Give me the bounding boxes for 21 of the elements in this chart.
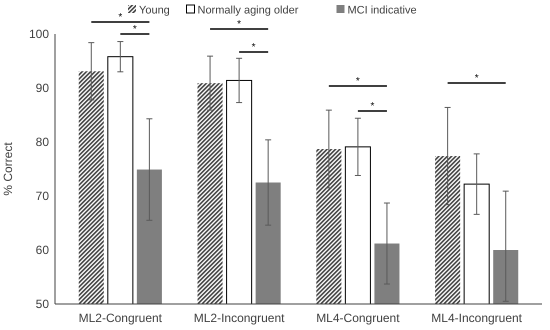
y-tick-label: 70 <box>36 189 50 203</box>
legend-label: MCI indicative <box>348 4 417 16</box>
y-tick-label: 80 <box>36 135 50 149</box>
x-tick-label: ML2-Incongruent <box>194 311 286 325</box>
annotation: * <box>132 24 137 35</box>
y-axis-title: % Correct <box>1 142 15 196</box>
y-tick-label: 90 <box>36 81 50 95</box>
annotation: * <box>370 101 374 112</box>
x-tick-label: ML4-Congruent <box>316 311 400 325</box>
annotation: * <box>356 76 360 87</box>
text: * <box>118 12 122 23</box>
x-tick-label: ML4-Incongruent <box>431 311 523 325</box>
text: * <box>237 19 242 30</box>
legend-label: Normally aging older <box>198 4 299 16</box>
annotation: * <box>474 73 479 84</box>
legend-label: Young <box>139 4 170 16</box>
x-tick-label: ML2-Congruent <box>78 311 163 325</box>
y-tick-label: 50 <box>36 297 50 311</box>
y-tick-label: 60 <box>36 243 50 257</box>
annotation: * <box>252 42 256 53</box>
y-tick-label: 100 <box>28 27 50 41</box>
